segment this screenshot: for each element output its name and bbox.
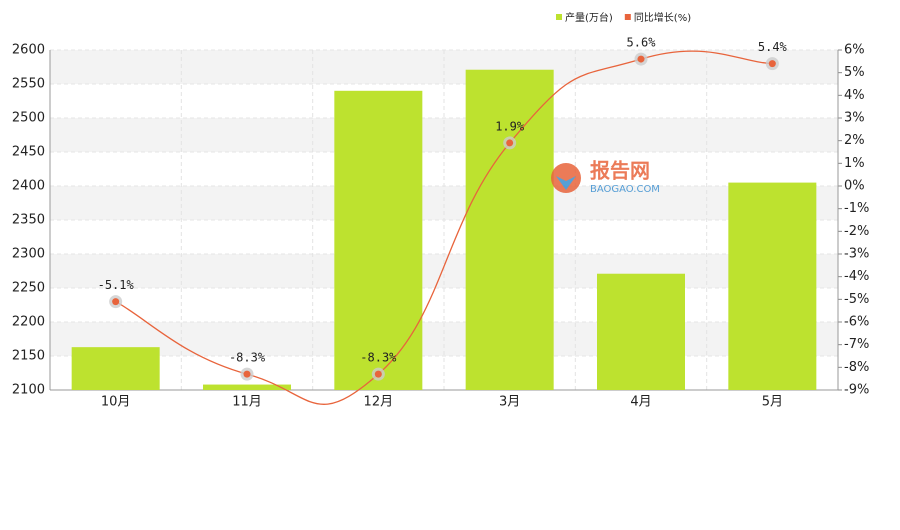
y2-tick-label: 1% xyxy=(844,156,865,171)
x-tick-label: 5月 xyxy=(762,395,783,410)
watermark-icon xyxy=(551,163,581,193)
y2-tick-label: -5% xyxy=(844,292,869,307)
bar xyxy=(597,273,685,390)
y2-tick-label: 0% xyxy=(844,179,865,194)
data-label: 5.4% xyxy=(758,40,788,54)
y2-tick-label: -9% xyxy=(844,383,869,398)
y-tick-label: 2350 xyxy=(12,213,45,228)
y2-tick-label: -4% xyxy=(844,269,869,284)
x-tick-label: 11月 xyxy=(232,395,262,410)
point xyxy=(112,298,120,306)
x-tick-label: 10月 xyxy=(101,395,131,410)
y-tick-label: 2200 xyxy=(12,315,45,330)
bar xyxy=(71,347,160,390)
y2-tick-label: -1% xyxy=(844,201,869,216)
legend-label: 同比增长(%) xyxy=(634,11,691,24)
data-label: -8.3% xyxy=(360,351,397,365)
y-tick-label: 2600 xyxy=(12,43,45,58)
y2-tick-label: -3% xyxy=(844,247,869,262)
y2-tick-label: -6% xyxy=(844,315,869,330)
y-tick-label: 2450 xyxy=(12,145,45,160)
bar xyxy=(334,90,423,391)
y-tick-label: 2400 xyxy=(12,179,45,194)
bar xyxy=(203,384,291,390)
legend-swatch xyxy=(556,14,562,20)
y-tick-label: 2100 xyxy=(12,383,45,398)
bar xyxy=(728,182,817,390)
y-tick-label: 2550 xyxy=(12,77,45,92)
y2-tick-label: 3% xyxy=(844,111,865,126)
watermark: 报告网 BAOGAO.COM xyxy=(551,159,660,195)
watermark-name: 报告网 xyxy=(590,159,650,183)
y-tick-label: 2150 xyxy=(12,349,45,364)
y2-tick-label: -2% xyxy=(844,224,869,239)
point xyxy=(243,370,251,378)
y-tick-label: 2300 xyxy=(12,247,45,262)
watermark-url: BAOGAO.COM xyxy=(590,184,660,195)
y2-tick-label: -8% xyxy=(844,360,869,375)
y2-tick-label: 5% xyxy=(844,65,865,80)
legend-swatch xyxy=(624,14,631,20)
point xyxy=(768,60,776,68)
x-tick-label: 12月 xyxy=(364,395,394,410)
x-tick-label: 3月 xyxy=(499,395,520,410)
bar xyxy=(465,69,554,390)
y2-tick-label: -7% xyxy=(844,337,869,352)
point xyxy=(374,370,382,378)
y2-tick-label: 2% xyxy=(844,133,865,148)
watermark-icon xyxy=(556,176,576,190)
point xyxy=(637,55,645,63)
legend-label: 产量(万台) xyxy=(565,11,613,24)
point xyxy=(506,139,514,147)
data-label: 1.9% xyxy=(495,119,525,133)
y-tick-label: 2500 xyxy=(12,111,45,126)
x-tick-label: 4月 xyxy=(630,395,651,410)
y2-tick-label: 6% xyxy=(844,43,865,58)
y-tick-label: 2250 xyxy=(12,281,45,296)
data-label: -5.1% xyxy=(98,278,135,292)
data-label: -8.3% xyxy=(229,351,266,365)
data-label: 5.6% xyxy=(627,36,657,50)
y2-tick-label: 4% xyxy=(844,88,865,103)
